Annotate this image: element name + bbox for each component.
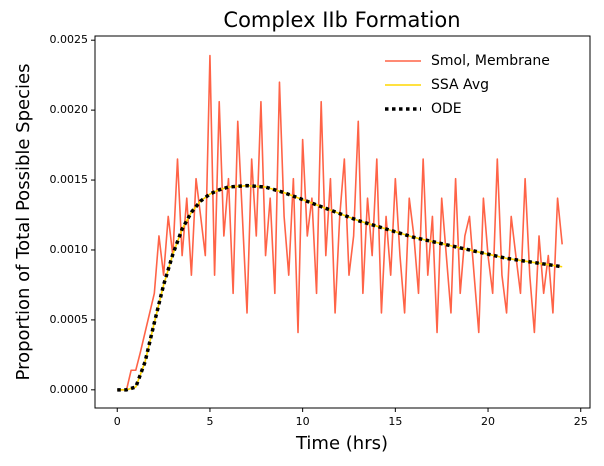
x-tick-label: 25: [574, 415, 588, 428]
series-line: [117, 183, 563, 392]
y-tick-label: 0.0025: [50, 33, 89, 46]
x-tick-label: 0: [114, 415, 121, 428]
y-axis-label: Proportion of Total Possible Species: [13, 64, 34, 381]
y-tick-label: 0.0020: [50, 103, 89, 116]
legend-label: SSA Avg: [431, 77, 489, 93]
plot-frame: [94, 35, 591, 409]
chart-title: Complex IIb Formation: [223, 8, 460, 32]
x-axis-label: Time (hrs): [295, 433, 388, 454]
x-tick-label: 20: [481, 415, 495, 428]
x-tick-label: 15: [388, 415, 402, 428]
legend-label: ODE: [431, 101, 462, 117]
x-tick-label: 10: [296, 415, 310, 428]
x-tick-label: 5: [206, 415, 213, 428]
y-tick-label: 0.0010: [50, 243, 89, 256]
legend-label: Smol, Membrane: [431, 53, 550, 69]
y-tick-label: 0.0005: [50, 313, 89, 326]
y-tick-label: 0.0015: [50, 173, 89, 186]
y-tick-label: 0.0000: [50, 383, 89, 396]
